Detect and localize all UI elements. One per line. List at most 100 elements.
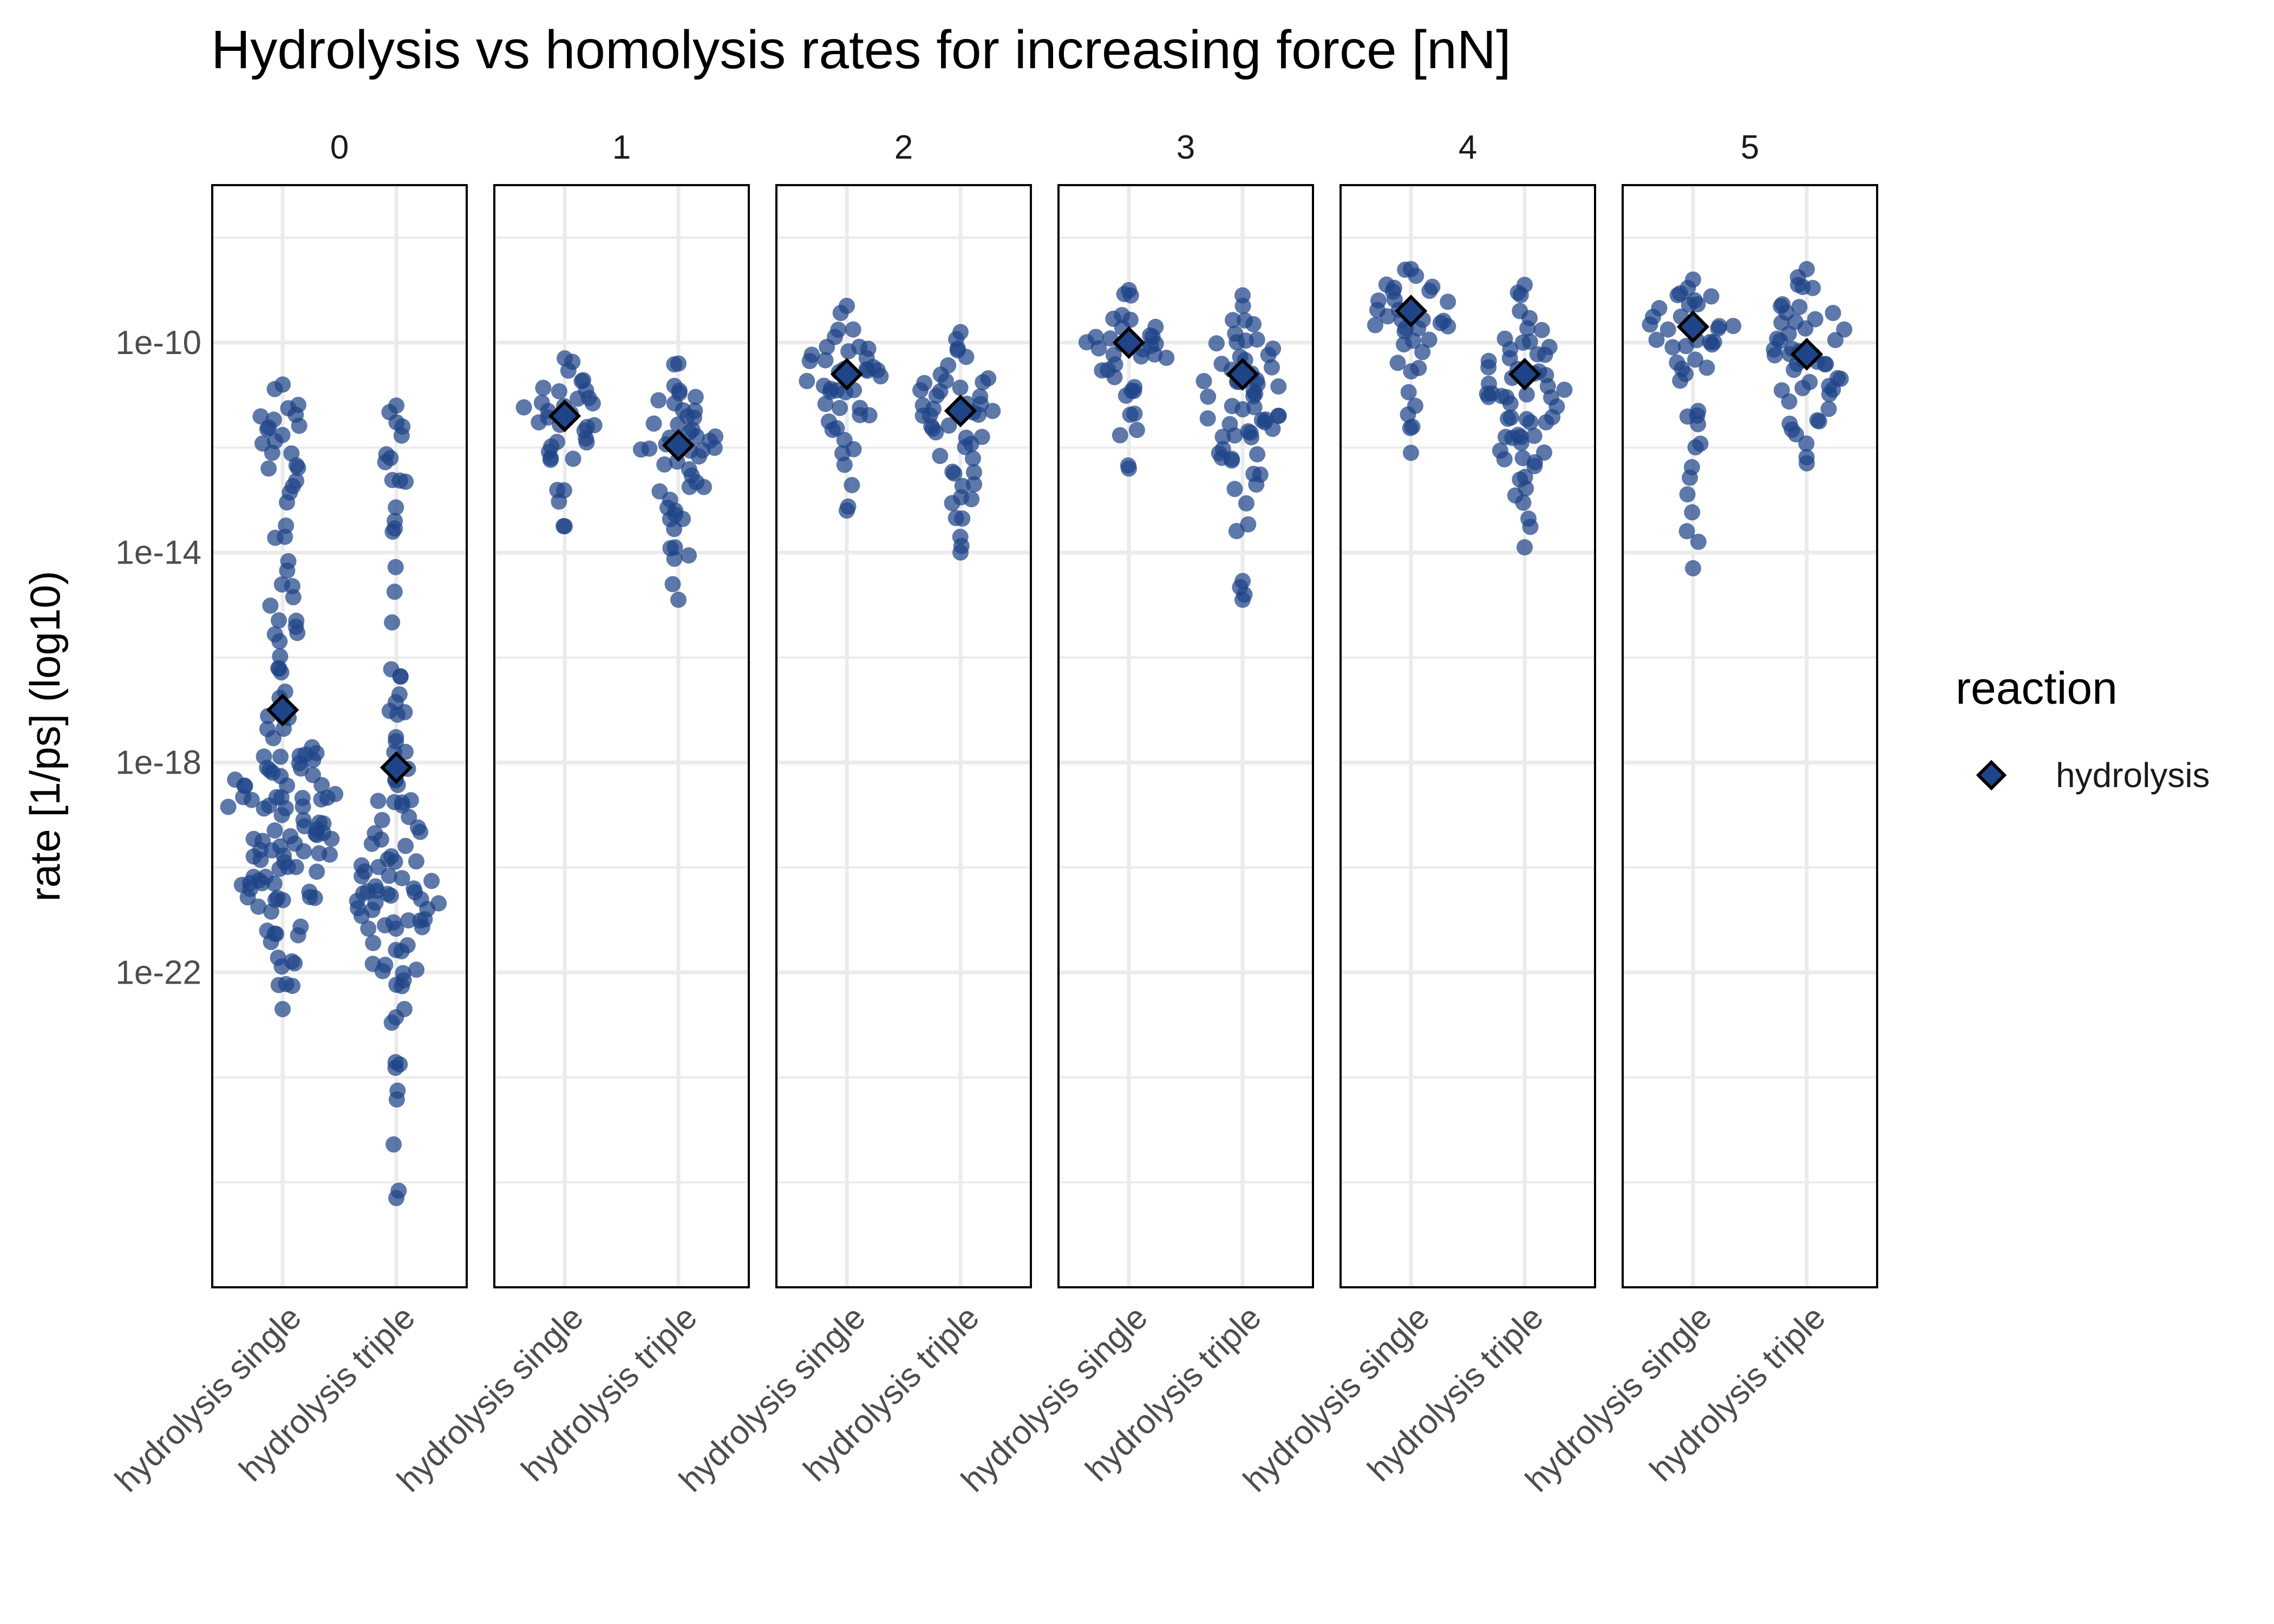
data-point (284, 478, 301, 495)
y-tick-label: 1e-22 (115, 954, 201, 991)
panel-border (1057, 184, 1314, 1288)
data-point (267, 529, 284, 546)
data-point (287, 618, 304, 635)
data-point (260, 460, 277, 477)
data-point (1517, 539, 1533, 555)
data-point (579, 418, 596, 435)
data-point (1773, 382, 1790, 399)
data-point (367, 825, 383, 842)
data-point (1121, 281, 1137, 298)
data-point (957, 438, 973, 455)
data-point (419, 901, 436, 918)
data-point (666, 539, 683, 556)
data-point (262, 597, 279, 614)
data-point (817, 396, 834, 412)
data-point (1799, 261, 1815, 278)
data-point (287, 859, 304, 875)
data-point (1512, 471, 1528, 488)
data-point (1100, 362, 1116, 378)
x-tick-label: hydrolysis single (1518, 1299, 1718, 1499)
data-point (1711, 318, 1728, 335)
data-point (1208, 335, 1225, 352)
data-point (1403, 261, 1419, 278)
data-point (1685, 271, 1701, 288)
data-point (220, 798, 237, 815)
mean-marker (1226, 357, 1259, 391)
data-point (266, 822, 283, 839)
data-point (531, 414, 547, 431)
data-point (1414, 344, 1431, 361)
data-point (1384, 283, 1401, 300)
data-point (402, 792, 419, 809)
mean-marker (548, 400, 581, 433)
data-point (645, 415, 662, 432)
data-point (799, 372, 815, 389)
facet-strip-label: 2 (894, 129, 913, 166)
legend-title: reaction (1956, 663, 2118, 713)
data-point (670, 355, 687, 372)
data-point (965, 450, 981, 467)
data-point (377, 454, 394, 470)
data-point (278, 518, 295, 534)
data-point (1703, 288, 1720, 305)
data-point (1227, 325, 1244, 342)
data-point (1389, 355, 1406, 371)
panel-border (211, 184, 468, 1288)
data-point (1214, 441, 1231, 457)
data-point (1651, 300, 1668, 317)
data-point (1698, 359, 1715, 376)
data-point (265, 411, 282, 428)
data-point (1556, 382, 1573, 398)
data-point (923, 418, 940, 435)
data-point (406, 880, 422, 897)
data-point (278, 976, 295, 992)
data-point (1225, 312, 1241, 329)
chart-title: Hydrolysis vs homolysis rates for increa… (211, 19, 1511, 80)
data-point (384, 614, 401, 631)
data-point (932, 448, 949, 464)
data-point (1238, 495, 1254, 512)
data-point (1400, 384, 1417, 401)
data-point (1440, 293, 1456, 310)
data-point (397, 837, 414, 854)
point-group-hydrolysis-single (515, 350, 603, 535)
data-point (374, 811, 390, 828)
data-point (1664, 339, 1681, 356)
point-group-hydrolysis-triple (1479, 277, 1573, 555)
data-point (274, 427, 291, 443)
data-point (280, 400, 297, 417)
data-point (1121, 460, 1137, 477)
data-point (1270, 378, 1287, 395)
data-point (254, 435, 271, 452)
data-point (1689, 296, 1706, 313)
data-point (1265, 340, 1282, 357)
data-point (292, 918, 309, 935)
data-point (254, 875, 270, 892)
data-point (940, 417, 957, 434)
facet-strip-label: 1 (612, 129, 631, 166)
mean-marker (1508, 357, 1541, 391)
data-point (382, 887, 399, 904)
data-point (1226, 481, 1243, 497)
data-point (1702, 333, 1718, 350)
data-point (1112, 427, 1128, 443)
data-point (273, 576, 290, 593)
y-axis: 1e-10 1e-14 1e-18 1e-22 (115, 324, 201, 991)
data-point (1234, 573, 1251, 590)
data-point (365, 935, 382, 951)
data-point (297, 746, 314, 763)
data-point (387, 513, 403, 529)
facet-strip-label: 0 (330, 129, 349, 166)
data-point (851, 338, 868, 355)
data-point (684, 421, 701, 438)
data-point (313, 777, 330, 794)
data-point (367, 894, 384, 911)
data-point (1484, 385, 1500, 402)
data-point (270, 660, 287, 677)
data-point (391, 1056, 408, 1073)
y-tick-label: 1e-10 (115, 324, 201, 362)
data-point (1648, 331, 1665, 348)
point-group-hydrolysis-triple (1195, 287, 1287, 608)
